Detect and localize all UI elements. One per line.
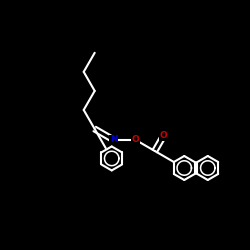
Text: O: O bbox=[160, 131, 168, 140]
Text: N: N bbox=[110, 136, 118, 144]
Text: O: O bbox=[132, 136, 140, 144]
